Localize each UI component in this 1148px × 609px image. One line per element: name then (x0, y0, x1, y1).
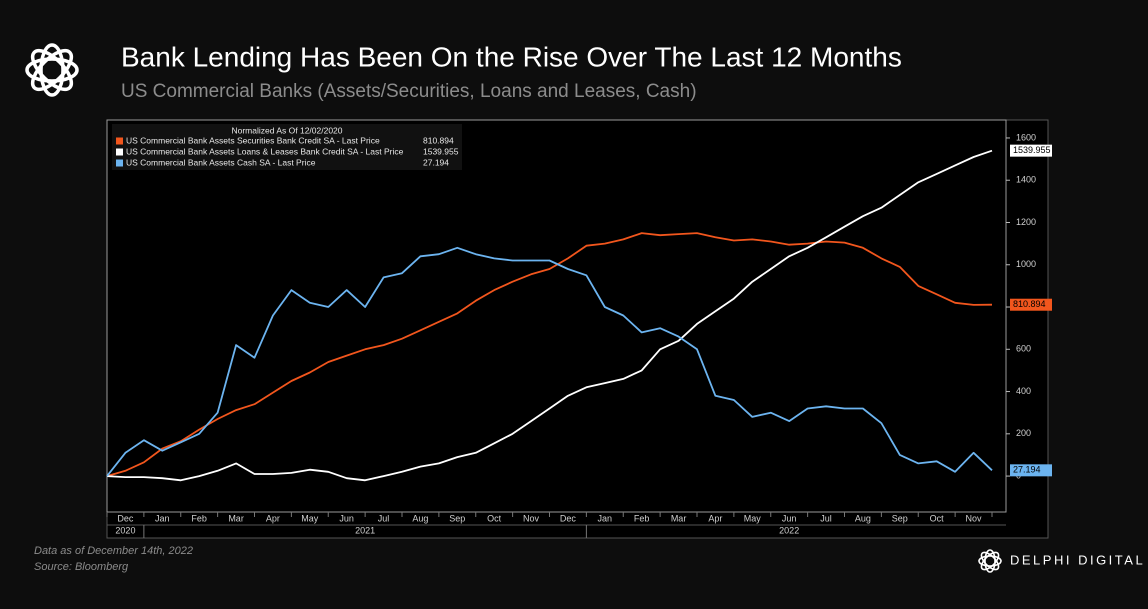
x-tick-label: Jul (378, 513, 390, 523)
x-tick-label: Oct (930, 513, 945, 523)
legend-value: 27.194 (423, 157, 449, 167)
x-tick-label: Aug (412, 513, 428, 523)
x-tick-label: Feb (634, 513, 650, 523)
y-tick-label: 600 (1016, 344, 1031, 354)
x-tick-label: Mar (671, 513, 687, 523)
x-tick-label: Oct (487, 513, 502, 523)
year-label: 2021 (355, 525, 375, 535)
end-label: 810.894 (1013, 299, 1046, 309)
year-label: 2022 (779, 525, 799, 535)
end-label-box (1010, 464, 1052, 477)
x-tick-label: Jan (155, 513, 170, 523)
end-label: 27.194 (1013, 465, 1041, 475)
x-tick-label: Jul (820, 513, 832, 523)
legend-box (112, 124, 462, 170)
x-tick-label: Jun (339, 513, 354, 523)
legend-label: US Commercial Bank Assets Cash SA - Last… (126, 157, 316, 167)
y-tick-label: 200 (1016, 428, 1031, 438)
legend-swatch (116, 148, 123, 156)
note: Data as of December 14th, 2022 (34, 545, 193, 557)
x-tick-label: Dec (117, 513, 134, 523)
x-tick-label: Jan (598, 513, 613, 523)
x-tick-label: Dec (560, 513, 577, 523)
x-tick-label: Jun (782, 513, 797, 523)
year-label: 2020 (115, 525, 135, 535)
y-tick-label: 1400 (1016, 175, 1036, 185)
brand: DELPHI DIGITAL (1010, 552, 1145, 567)
end-label: 1539.955 (1013, 145, 1051, 155)
x-tick-label: May (744, 513, 762, 523)
legend-value: 1539.955 (423, 146, 459, 156)
logo (25, 43, 79, 97)
chart-subtitle: US Commercial Banks (Assets/Securities, … (121, 81, 697, 102)
brand-logo (978, 549, 1002, 573)
x-tick-label: Apr (266, 513, 280, 523)
x-tick-label: Nov (966, 513, 983, 523)
series-line (106, 149, 993, 482)
note: Source: Bloomberg (34, 561, 129, 573)
legend-value: 810.894 (423, 135, 454, 145)
y-tick-label: 400 (1016, 386, 1031, 396)
x-tick-label: Sep (892, 513, 908, 523)
y-tick-label: 1200 (1016, 217, 1036, 227)
x-tick-label: Mar (228, 513, 244, 523)
x-tick-label: Nov (523, 513, 540, 523)
legend-label: US Commercial Bank Assets Loans & Leases… (126, 146, 404, 156)
chart-title: Bank Lending Has Been On the Rise Over T… (121, 41, 902, 72)
plot-area (106, 119, 1007, 513)
series-line (106, 246, 993, 477)
y-tick-label: 1600 (1016, 132, 1036, 142)
x-tick-label: Sep (449, 513, 465, 523)
y-tick-label: 1000 (1016, 259, 1036, 269)
end-label-box (1010, 298, 1052, 311)
end-label-box (1010, 144, 1052, 157)
x-tick-label: Aug (855, 513, 871, 523)
legend-swatch (116, 137, 123, 145)
x-tick-label: Feb (191, 513, 207, 523)
series-line (106, 232, 993, 477)
x-tick-label: Apr (708, 513, 722, 523)
x-tick-label: May (301, 513, 319, 523)
plot (106, 149, 993, 482)
legend-title: Normalized As Of 12/02/2020 (231, 125, 342, 135)
legend-swatch (116, 159, 123, 167)
legend-label: US Commercial Bank Assets Securities Ban… (126, 135, 380, 145)
